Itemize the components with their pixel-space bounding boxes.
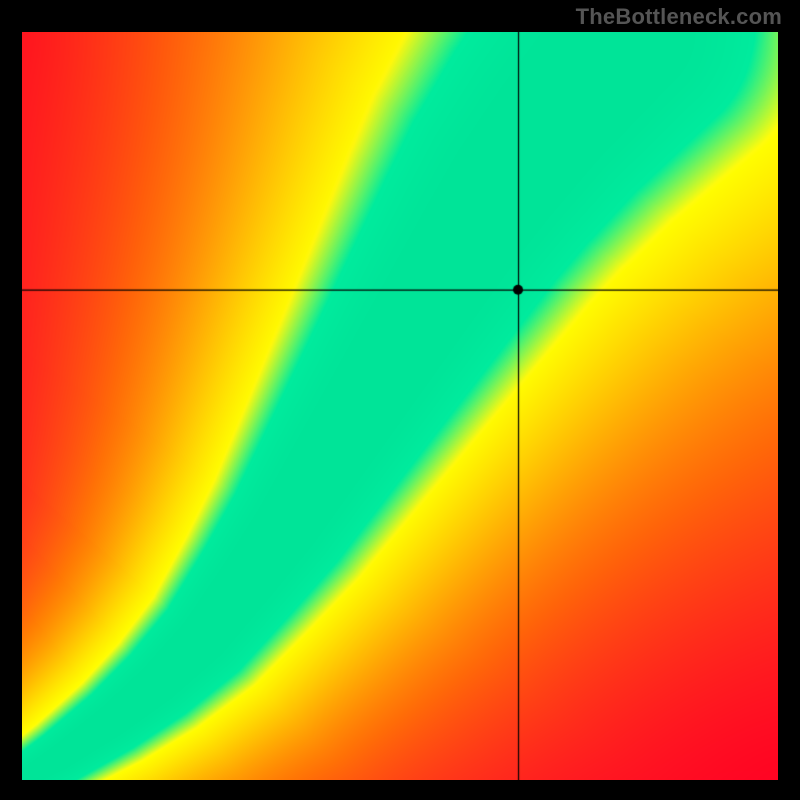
chart-container: TheBottleneck.com <box>0 0 800 800</box>
watermark-label: TheBottleneck.com <box>576 4 782 30</box>
bottleneck-heatmap <box>22 32 778 780</box>
